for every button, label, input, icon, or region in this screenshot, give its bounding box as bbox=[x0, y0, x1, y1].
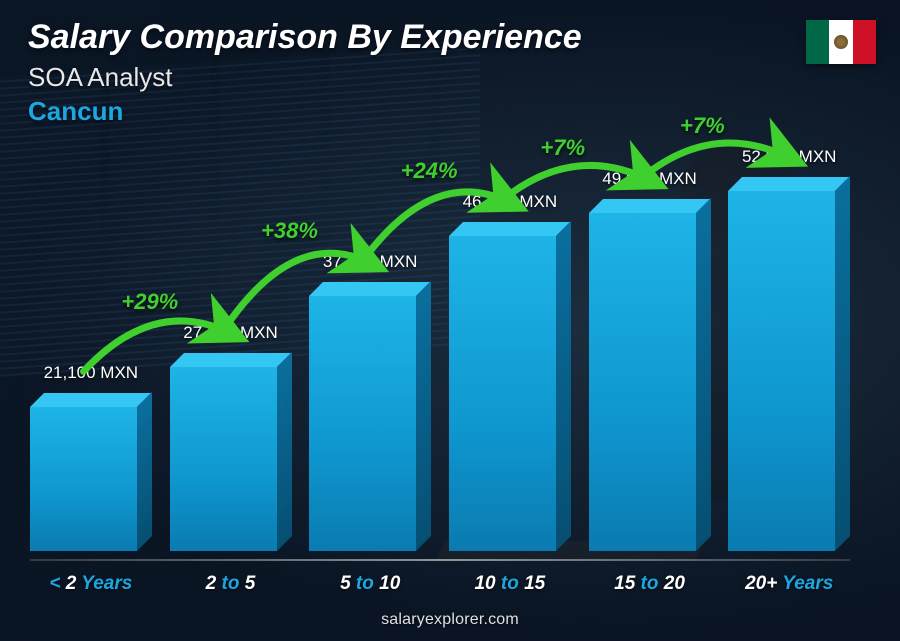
bar-value-label: 49,600 MXN bbox=[564, 169, 734, 189]
bar-value-label: 37,400 MXN bbox=[285, 252, 455, 272]
bar-value-label: 52,900 MXN bbox=[704, 147, 874, 167]
chart-canvas: Salary Comparison By Experience SOA Anal… bbox=[0, 0, 900, 641]
chart-subtitle: SOA Analyst bbox=[28, 62, 173, 93]
bar-value-label: 21,100 MXN bbox=[6, 363, 176, 383]
bar bbox=[309, 296, 431, 551]
chart-title: Salary Comparison By Experience bbox=[28, 18, 582, 57]
bar-column: 37,400 MXN bbox=[309, 130, 431, 551]
x-labels: < 2 Years 2 to 5 5 to 10 10 to 15 15 to 20 20… bbox=[30, 573, 850, 595]
bar-column: 49,600 MXN bbox=[589, 130, 711, 551]
bar bbox=[589, 213, 711, 551]
baseline bbox=[30, 559, 850, 561]
x-axis-label: 2 to 5 bbox=[170, 573, 292, 595]
x-axis-label: 20+ Years bbox=[728, 573, 850, 595]
bar-column: 52,900 MXN bbox=[728, 130, 850, 551]
bar bbox=[728, 191, 850, 551]
x-axis-label: 15 to 20 bbox=[589, 573, 711, 595]
bar bbox=[30, 407, 152, 551]
mexico-flag-icon bbox=[806, 20, 876, 64]
bar-column: 27,100 MXN bbox=[170, 130, 292, 551]
x-axis-label: < 2 Years bbox=[30, 573, 152, 595]
bar bbox=[170, 367, 292, 551]
chart-location: Cancun bbox=[28, 96, 123, 127]
bars-container: 21,100 MXN 27,100 MXN 37,400 MXN 46,300 … bbox=[30, 130, 850, 551]
bar-column: 21,100 MXN bbox=[30, 130, 152, 551]
chart-area: 21,100 MXN 27,100 MXN 37,400 MXN 46,300 … bbox=[30, 130, 850, 551]
bar bbox=[449, 236, 571, 551]
bar-value-label: 27,100 MXN bbox=[145, 323, 315, 343]
bar-value-label: 46,300 MXN bbox=[425, 192, 595, 212]
bar-column: 46,300 MXN bbox=[449, 130, 571, 551]
x-axis-label: 5 to 10 bbox=[309, 573, 431, 595]
x-axis-label: 10 to 15 bbox=[449, 573, 571, 595]
source-footer: salaryexplorer.com bbox=[0, 611, 900, 629]
